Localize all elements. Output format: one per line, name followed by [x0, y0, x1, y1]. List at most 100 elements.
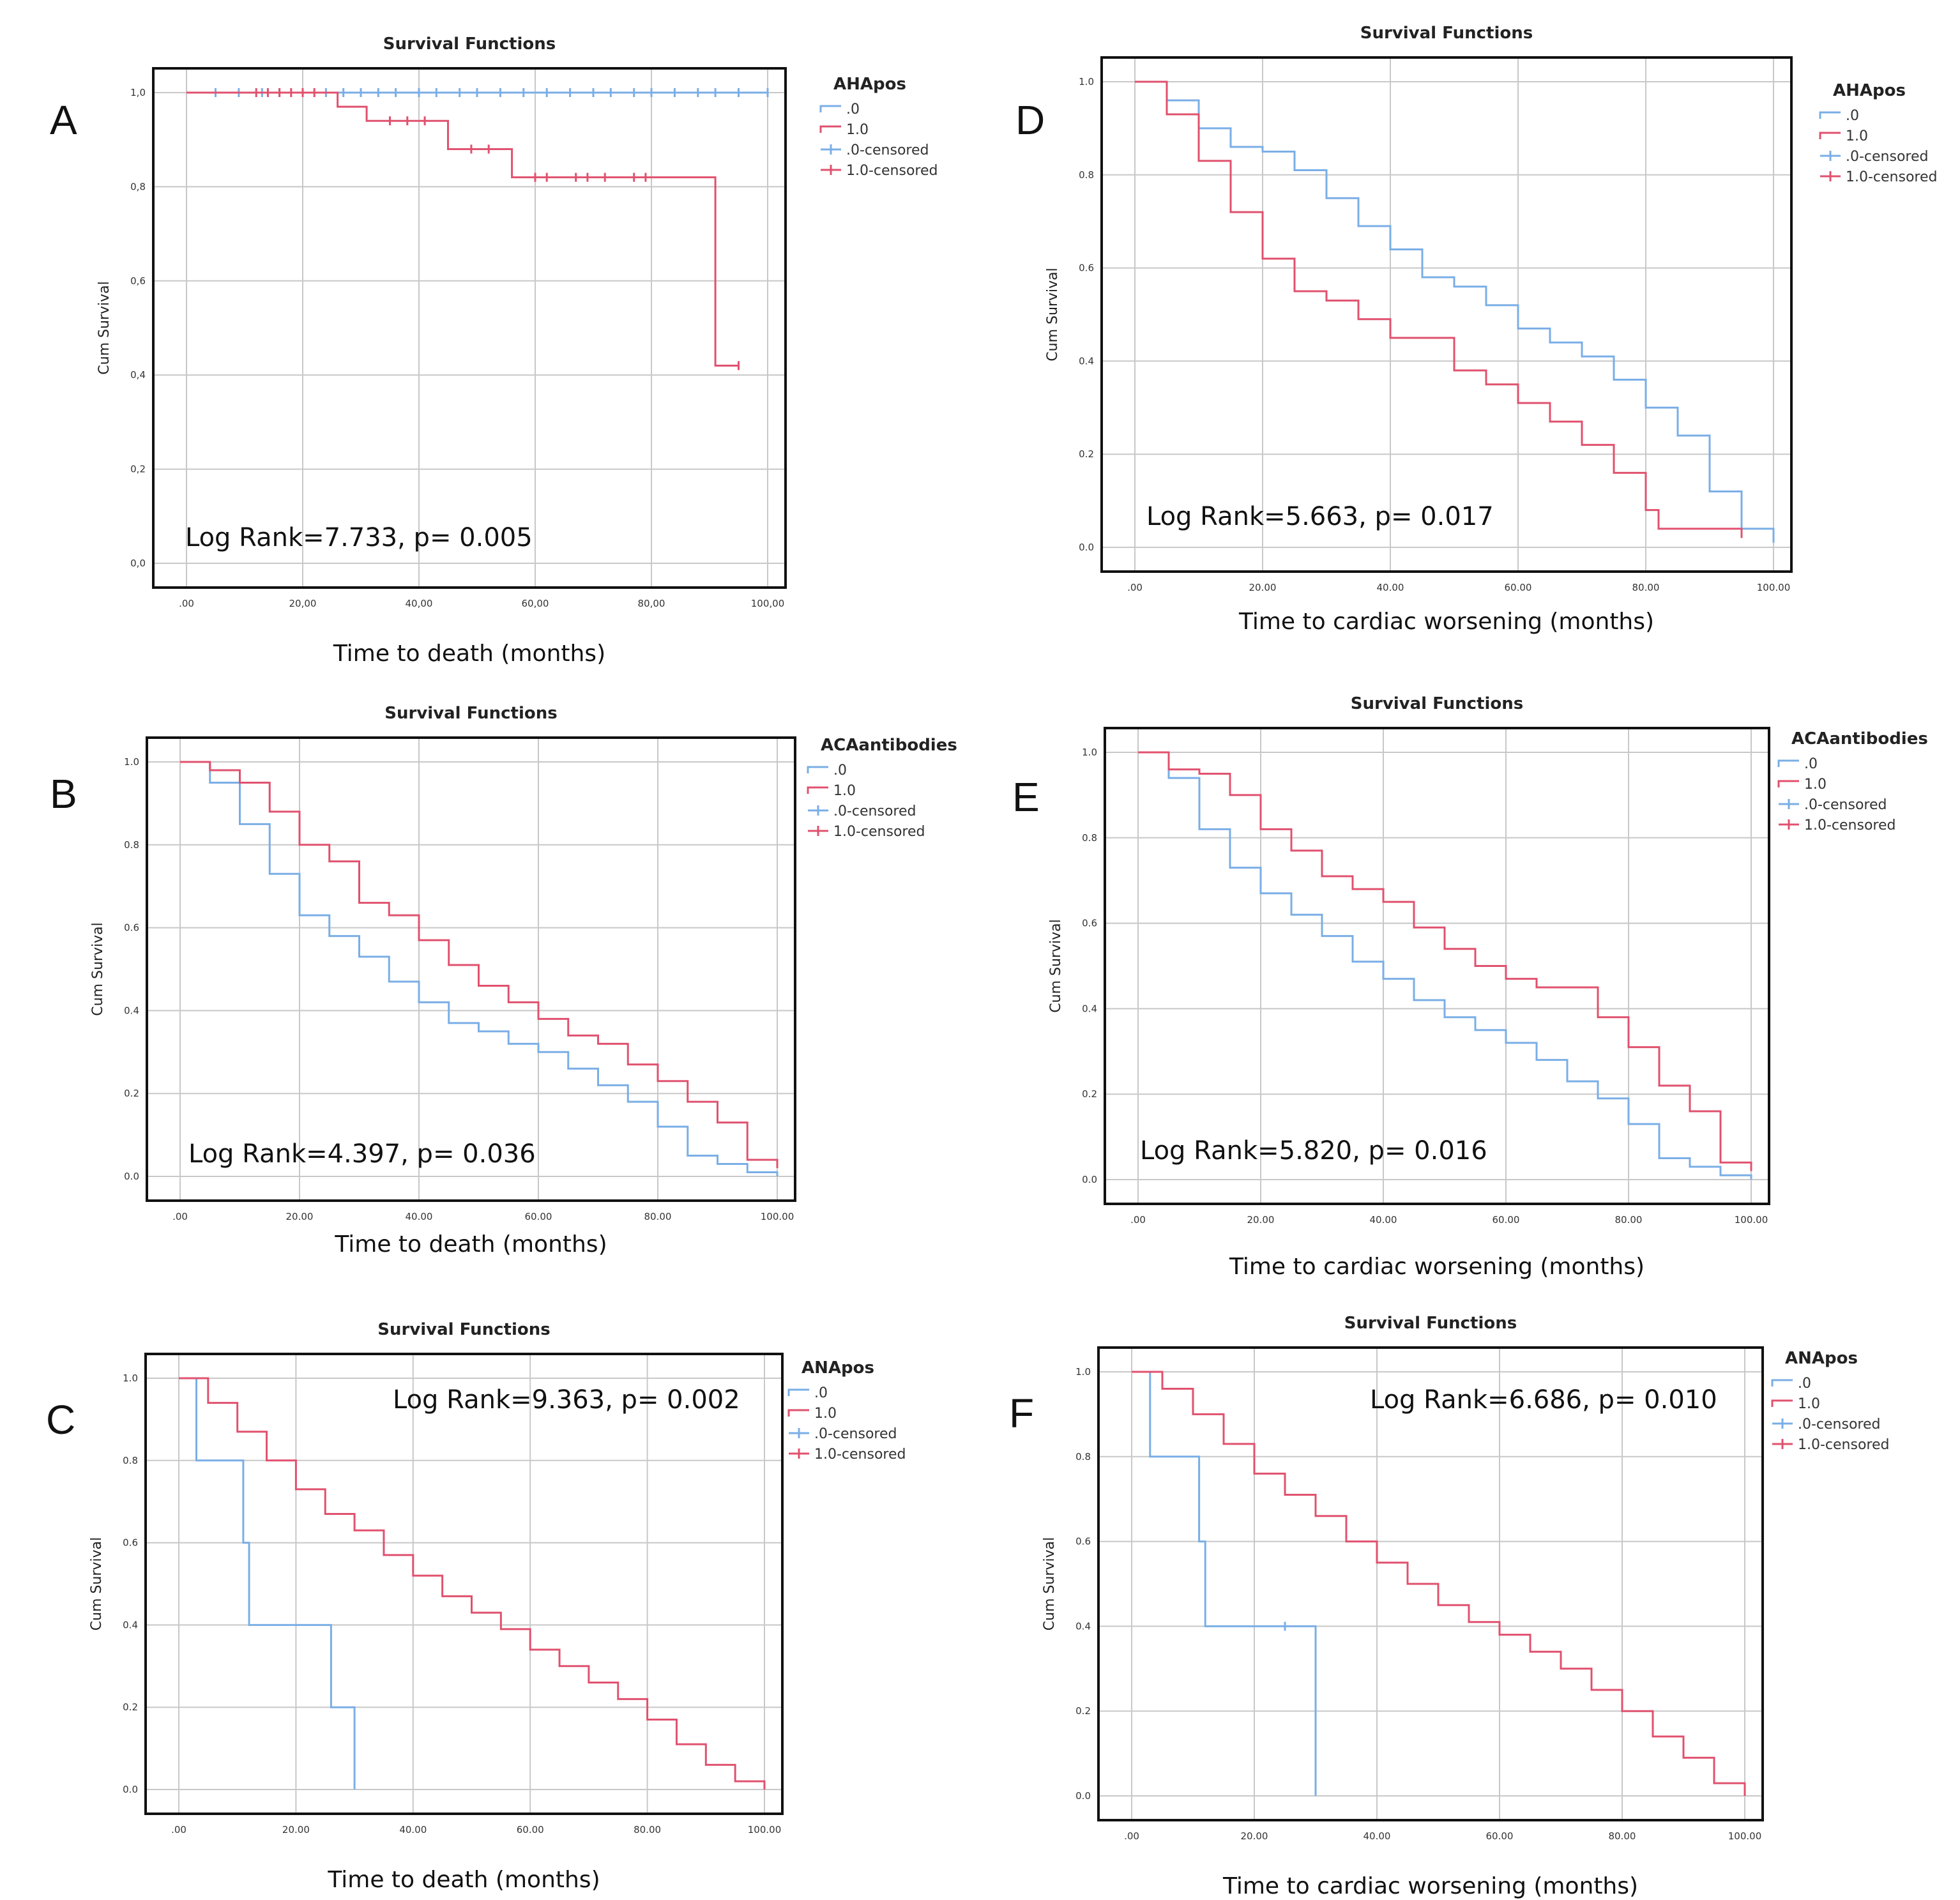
- y-axis-label: Cum Survival: [1048, 919, 1064, 1012]
- x-tick-label: 20.00: [286, 1211, 314, 1222]
- chart-title: Survival Functions: [383, 34, 556, 54]
- x-tick-label: 80,00: [638, 598, 665, 609]
- legend-title: ANApos: [1785, 1349, 1858, 1368]
- legend-title: ACAantibodies: [1791, 729, 1928, 749]
- legend-entry: 1.0-censored: [1846, 169, 1937, 185]
- y-tick-label: 0.2: [1082, 1088, 1097, 1100]
- legend-swatch: [819, 105, 841, 112]
- x-tick-label: 40,00: [406, 598, 433, 609]
- legend-entry: .0: [846, 102, 860, 118]
- y-tick-label: 0.6: [1082, 918, 1097, 929]
- legend-swatch: [787, 1409, 809, 1417]
- series-line-pos: [1135, 80, 1743, 538]
- x-tick-label: 40.00: [1370, 1214, 1397, 1226]
- plot-frame: [146, 736, 796, 1202]
- plot-frame: [152, 67, 787, 589]
- y-tick-label: 0.0: [123, 1784, 138, 1795]
- x-tick-label: 100.00: [1728, 1830, 1762, 1842]
- legend-entry: 1.0: [833, 783, 856, 799]
- log-rank-annotation: Log Rank=5.820, p= 0.016: [1140, 1136, 1487, 1166]
- y-tick-label: 0.2: [123, 1701, 138, 1713]
- chart-panel-f: F Survival Functions .00 20.00 40.00 60.00 80.…: [1009, 1314, 1889, 1899]
- y-tick-label: 1.0: [1075, 1366, 1091, 1378]
- legend-entry: 1.0: [846, 122, 869, 138]
- plot-frame: [1097, 1346, 1764, 1821]
- chart-title: Survival Functions: [1351, 694, 1523, 713]
- y-tick-label: 0.6: [124, 922, 139, 934]
- x-tick-label: 80.00: [1632, 582, 1660, 593]
- legend-swatch: [1771, 1379, 1793, 1387]
- legend-entry: 1.0: [1804, 777, 1827, 793]
- legend-swatch: [1777, 780, 1799, 787]
- x-tick-label: 40.00: [399, 1824, 427, 1835]
- y-axis-label: Cum Survival: [1045, 268, 1061, 361]
- x-axis-label: Time to cardiac worsening (months): [1238, 609, 1654, 635]
- y-tick-label: 0.0: [1075, 1790, 1091, 1802]
- legend-swatch: [1819, 111, 1841, 119]
- series-line-neg: [1138, 751, 1752, 1180]
- x-tick-label: 20.00: [1249, 582, 1277, 593]
- x-tick-label: 20.00: [1247, 1214, 1275, 1226]
- panel-letter: D: [1015, 97, 1045, 143]
- legend-entry: .0-censored: [1798, 1417, 1881, 1433]
- legend-entry: 1.0-censored: [1804, 817, 1895, 833]
- chart-title: Survival Functions: [1360, 24, 1533, 43]
- legend-swatch: [807, 786, 828, 794]
- x-tick-label: 100.00: [1757, 582, 1791, 593]
- chart-title: Survival Functions: [1344, 1314, 1517, 1333]
- y-tick-label: 0,4: [130, 369, 146, 381]
- x-tick-label: 40.00: [406, 1211, 433, 1222]
- x-tick-label: .00: [171, 1824, 186, 1835]
- y-tick-label: 0.4: [124, 1005, 139, 1016]
- panel-letter: B: [50, 771, 77, 817]
- legend-entry: 1.0-censored: [814, 1447, 906, 1463]
- x-tick-label: 60.00: [1505, 582, 1532, 593]
- legend-swatch: [787, 1388, 809, 1396]
- x-axis-label: Time to death (months): [333, 641, 605, 667]
- y-tick-label: 0.4: [1082, 1003, 1097, 1014]
- y-tick-label: 0.4: [1075, 1620, 1091, 1632]
- y-tick-label: 0.0: [124, 1171, 139, 1182]
- x-tick-label: 100.00: [1735, 1214, 1768, 1226]
- y-axis-label: Cum Survival: [90, 922, 106, 1015]
- y-tick-label: 0.8: [124, 839, 139, 851]
- legend-swatch: [819, 125, 841, 133]
- chart-panel-d: D Survival Functions .00 20.00 40.00 60.00 80.…: [1015, 24, 1937, 635]
- legend-entry: 1.0: [1846, 128, 1868, 144]
- y-tick-label: 1,0: [130, 87, 146, 98]
- series-line-pos: [1138, 751, 1752, 1171]
- series-line-pos: [1132, 1371, 1746, 1796]
- series-line-neg: [1132, 1371, 1317, 1796]
- panel-letter: F: [1009, 1390, 1034, 1436]
- series-line-pos: [180, 761, 779, 1169]
- y-tick-label: 0,2: [130, 464, 146, 475]
- plot-frame: [1104, 727, 1770, 1205]
- legend-entry: .0: [1846, 108, 1859, 124]
- plot-frame: [1100, 56, 1793, 573]
- y-tick-label: 0.4: [1079, 355, 1094, 367]
- x-tick-label: 60,00: [522, 598, 549, 609]
- legend-swatch: [807, 766, 828, 773]
- legend-entry: .0-censored: [833, 803, 916, 819]
- legend-swatch: [1771, 1399, 1793, 1407]
- x-axis-label: Time to cardiac worsening (months): [1229, 1254, 1645, 1280]
- y-tick-label: 0.8: [1082, 832, 1097, 844]
- y-tick-label: 0.6: [123, 1537, 138, 1549]
- legend-title: ACAantibodies: [821, 736, 957, 755]
- legend-entry: 1.0-censored: [1798, 1437, 1889, 1453]
- legend-entry: .0-censored: [1846, 149, 1929, 165]
- x-axis-label: Time to cardiac worsening (months): [1222, 1873, 1638, 1899]
- x-tick-label: 80.00: [1615, 1214, 1643, 1226]
- y-tick-label: 0.4: [123, 1619, 138, 1630]
- y-tick-label: 0.8: [123, 1455, 138, 1466]
- y-tick-label: 0,6: [130, 275, 146, 287]
- x-axis-label: Time to death (months): [327, 1867, 600, 1893]
- chart-title: Survival Functions: [384, 704, 557, 723]
- y-tick-label: 0.8: [1079, 169, 1094, 181]
- x-tick-label: .00: [179, 598, 194, 609]
- series-line-pos: [179, 1377, 766, 1790]
- x-tick-label: 20.00: [282, 1824, 310, 1835]
- x-tick-label: 60.00: [517, 1824, 544, 1835]
- x-tick-label: 20.00: [1241, 1830, 1268, 1842]
